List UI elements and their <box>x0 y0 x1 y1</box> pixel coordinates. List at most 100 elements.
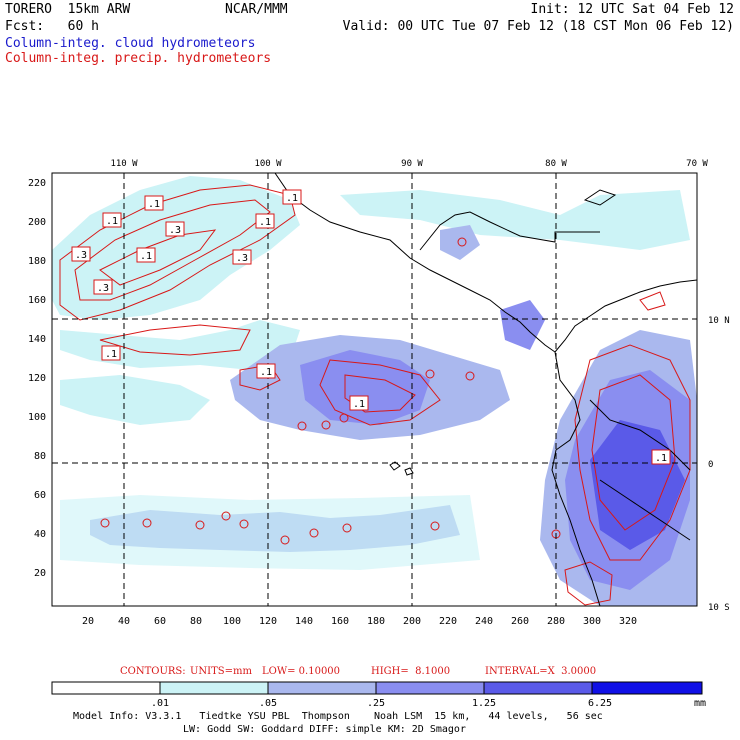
contour-line <box>574 344 691 561</box>
valid-time: Valid: 00 UTC Tue 07 Feb 12 (18 CST Mon … <box>342 19 734 34</box>
contour-label: .1 <box>655 453 667 464</box>
contour-label-box <box>71 246 91 262</box>
init-time: Init: 12 UTC Sat 04 Feb 12 <box>530 2 735 17</box>
coastline <box>589 399 691 471</box>
contour-cell <box>297 421 307 431</box>
colorbar-segment <box>51 681 161 695</box>
contour-label: .1 <box>353 399 365 410</box>
colorbar-unit: mm <box>694 698 706 709</box>
shade-region <box>60 495 480 570</box>
y-tick: 100 <box>28 412 46 423</box>
x-tick: 120 <box>259 616 277 627</box>
x-tick: 300 <box>583 616 601 627</box>
x-tick: 240 <box>475 616 493 627</box>
lon-label: 110 W <box>110 159 138 169</box>
contour-line <box>591 374 676 531</box>
lon-label: 90 W <box>401 159 423 169</box>
contour-label: .1 <box>140 251 152 262</box>
coastline <box>554 279 697 353</box>
contour-label: .1 <box>105 349 117 360</box>
colorbar-segment <box>159 681 269 695</box>
contour-cell <box>309 528 319 538</box>
contour-cell <box>100 518 110 528</box>
x-tick: 20 <box>82 616 94 627</box>
contour-cell <box>457 237 467 247</box>
contour-line <box>639 291 666 311</box>
model-info-line1: Model Info: V3.3.1 Tiedtke YSU PBL Thomp… <box>73 711 603 722</box>
contour-info-high: HIGH= 8.1000 <box>371 666 451 677</box>
shade-region <box>340 190 690 250</box>
x-tick: 260 <box>511 616 529 627</box>
forecast-hour: Fcst: 60 h <box>5 19 99 34</box>
lat-label: 0 <box>708 460 713 470</box>
shade-region <box>440 225 480 260</box>
lat-labels: 10 N 0 10 S <box>708 316 730 613</box>
shade-region <box>52 176 300 320</box>
model-title: TORERO 15km ARW <box>5 2 131 17</box>
contour-cell <box>465 371 475 381</box>
field-precip-label: Column-integ. precip. hydrometeors <box>5 51 272 66</box>
x-tick: 60 <box>154 616 166 627</box>
field-cloud-label: Column-integ. cloud hydrometeors <box>5 36 256 51</box>
contour-label-box <box>349 395 369 411</box>
graticule <box>52 173 697 606</box>
y-tick: 60 <box>34 490 46 501</box>
colorbar-label: .01 <box>151 698 169 709</box>
x-tick: 100 <box>223 616 241 627</box>
contour-cell <box>425 369 435 379</box>
coastline <box>274 173 556 353</box>
colorbar-segment <box>591 681 703 695</box>
contour-line <box>319 359 441 426</box>
y-tick: 20 <box>34 568 46 579</box>
colorbar <box>51 681 703 695</box>
contour-label-box <box>651 449 671 465</box>
coastline <box>419 211 600 251</box>
contour-label: .3 <box>75 250 87 261</box>
colorbar-segment <box>267 681 377 695</box>
lat-label: 10 N <box>708 316 730 326</box>
contour-label: .1 <box>106 216 118 227</box>
x-tick: 200 <box>403 616 421 627</box>
contour-label: .1 <box>260 367 272 378</box>
colorbar-label: 1.25 <box>472 698 496 709</box>
map-frame <box>51 172 698 607</box>
shade-region <box>60 375 210 425</box>
lon-label: 70 W <box>686 159 708 169</box>
contour-cell <box>195 520 205 530</box>
contour-label: .3 <box>236 253 248 264</box>
contour-label-boxes <box>71 189 671 465</box>
contour-label: .3 <box>169 225 181 236</box>
y-tick: 160 <box>28 295 46 306</box>
contour-label-box <box>232 249 252 265</box>
contour-cell <box>280 535 290 545</box>
colorbar-label: .05 <box>259 698 277 709</box>
contour-info-low: LOW= 0.10000 <box>262 666 341 677</box>
contour-label-box <box>256 363 276 379</box>
y-tick: 80 <box>34 451 46 462</box>
contour-label: .3 <box>97 283 109 294</box>
contour-cell <box>321 420 331 430</box>
x-tick: 140 <box>295 616 313 627</box>
x-tick: 280 <box>547 616 565 627</box>
x-tick: 180 <box>367 616 385 627</box>
contour-label-texts: .1 .1 .1 .3 .1 .3 .1 .3 .3 .1 .1 .1 .1 <box>75 193 667 464</box>
x-tick: 160 <box>331 616 349 627</box>
org-label: NCAR/MMM <box>225 2 288 17</box>
contour-cell <box>339 413 349 423</box>
contour-label: .1 <box>259 217 271 228</box>
coastline <box>583 189 617 206</box>
contour-label-box <box>136 247 156 263</box>
contour-info-contours: CONTOURS: <box>120 666 186 677</box>
lon-label: 80 W <box>545 159 567 169</box>
y-tick: 220 <box>28 178 46 189</box>
contour-label-box <box>101 345 121 361</box>
coastline <box>599 479 691 541</box>
model-info-line2: LW: Godd SW: Goddard DIFF: simple KM: 2D… <box>183 724 466 735</box>
colorbar-label: 6.25 <box>588 698 612 709</box>
contour-line <box>564 561 613 606</box>
colorbar-segment <box>375 681 485 695</box>
contour-cell <box>142 518 152 528</box>
x-tick-labels: 20 40 60 80 100 120 140 160 180 200 220 … <box>82 616 637 627</box>
contour-cell <box>430 521 440 531</box>
